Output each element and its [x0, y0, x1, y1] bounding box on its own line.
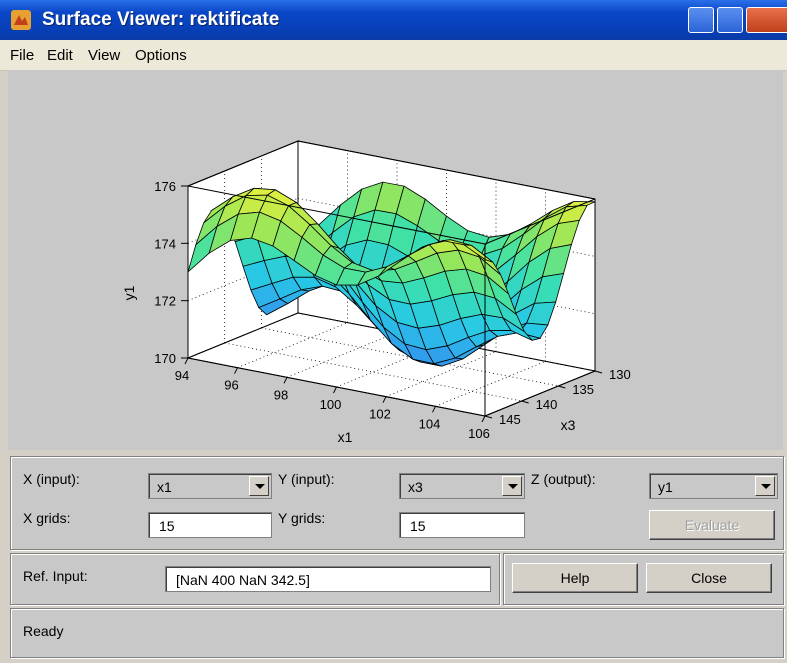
z-output-select[interactable]: y1 — [649, 473, 778, 499]
x-tick — [333, 386, 337, 394]
z-tick-label: 176 — [154, 179, 176, 194]
x-tick-label: 106 — [468, 426, 490, 441]
z-output-value: y1 — [658, 479, 673, 495]
x-axis-label: x1 — [338, 429, 353, 445]
x-tick-label: 104 — [419, 416, 441, 431]
x-grids-label: X grids: — [23, 510, 71, 526]
y-input-value: x3 — [408, 479, 423, 495]
maximize-button[interactable] — [717, 7, 743, 33]
matlab-app-icon[interactable] — [10, 9, 32, 31]
help-button[interactable]: Help — [512, 563, 638, 593]
y-grids-input[interactable]: 15 — [399, 512, 525, 538]
x-grids-input[interactable]: 15 — [148, 512, 272, 538]
y-grids-value: 15 — [410, 518, 426, 534]
z-output-label: Z (output): — [531, 471, 596, 487]
x-tick — [382, 396, 387, 403]
x-input-label: X (input): — [23, 471, 80, 487]
evaluate-button[interactable]: Evaluate — [649, 510, 775, 540]
box-edge — [187, 185, 486, 245]
x-tick — [283, 377, 288, 384]
minimize-button[interactable] — [688, 7, 714, 33]
y-tick — [484, 415, 493, 419]
ref-input-panel: Ref. Input: [NaN 400 NaN 342.5] — [10, 553, 500, 605]
grid-line — [261, 327, 559, 387]
title-bar: Surface Viewer: rektificate — [0, 0, 787, 40]
ref-input-field[interactable]: [NaN 400 NaN 342.5] — [165, 566, 491, 592]
menu-view[interactable]: View — [88, 47, 121, 64]
x-tick — [432, 406, 436, 413]
y-tick-label: 130 — [609, 367, 631, 382]
box-edge — [187, 140, 299, 187]
box-edge — [484, 370, 596, 417]
menu-file[interactable]: File — [10, 47, 35, 64]
y-tick-label: 135 — [572, 382, 594, 397]
y-grids-label: Y grids: — [278, 510, 326, 526]
y-input-select[interactable]: x3 — [399, 473, 525, 499]
selector-panel: X (input): x1 Y (input): x3 Z (output): … — [10, 456, 784, 550]
x-tick-label: 94 — [175, 368, 189, 383]
ref-input-label: Ref. Input: — [23, 568, 88, 584]
y-tick — [521, 400, 529, 404]
y-tick — [558, 385, 566, 389]
y-tick — [594, 370, 603, 374]
x-tick-label: 102 — [369, 407, 391, 422]
close-button[interactable]: Close — [646, 563, 772, 593]
z-tick-label: 170 — [154, 351, 176, 366]
status-panel: Ready — [10, 608, 784, 658]
x-input-value: x1 — [157, 479, 172, 495]
grid-line — [297, 312, 596, 372]
x-tick — [184, 357, 189, 365]
menu-bar: File Edit View Options — [0, 40, 787, 71]
surface-plot[interactable]: 94 96 98 100 102 104 106 130 135 140 145 170 172 174 1… — [8, 70, 783, 450]
chevron-down-icon[interactable] — [502, 476, 522, 496]
status-text: Ready — [23, 623, 64, 639]
box-edge — [297, 140, 596, 200]
z-axis-label: y1 — [121, 285, 137, 300]
x-tick — [234, 367, 238, 374]
y-tick-label: 145 — [499, 412, 521, 427]
x-tick-label: 100 — [320, 397, 342, 412]
plot-area: 94 96 98 100 102 104 106 130 135 140 145 170 172 174 1… — [8, 70, 783, 450]
x-tick — [481, 415, 486, 423]
grid-line — [224, 342, 522, 402]
action-panel: Help Close — [503, 553, 784, 605]
z-tick-label: 172 — [154, 294, 176, 309]
surface-mesh — [187, 181, 596, 367]
close-window-button[interactable] — [746, 7, 787, 33]
chevron-down-icon[interactable] — [249, 476, 269, 496]
y-input-label: Y (input): — [278, 471, 335, 487]
ref-input-value: [NaN 400 NaN 342.5] — [176, 572, 310, 588]
x-tick-label: 98 — [274, 387, 288, 402]
surface-patch — [463, 244, 494, 263]
z-tick-label: 174 — [154, 236, 176, 251]
y-axis-label: x3 — [561, 417, 576, 433]
menu-edit[interactable]: Edit — [47, 47, 73, 64]
x-tick-label: 96 — [224, 378, 238, 393]
box-edge — [484, 198, 596, 245]
x-grids-value: 15 — [159, 518, 175, 534]
x-input-select[interactable]: x1 — [148, 473, 272, 499]
menu-options[interactable]: Options — [135, 47, 187, 64]
window-title: Surface Viewer: rektificate — [42, 9, 280, 30]
axis-ticks: 94 96 98 100 102 104 106 130 135 140 145 170 172 174 1… — [154, 179, 630, 441]
chevron-down-icon[interactable] — [755, 476, 775, 496]
y-tick-label: 140 — [536, 397, 558, 412]
